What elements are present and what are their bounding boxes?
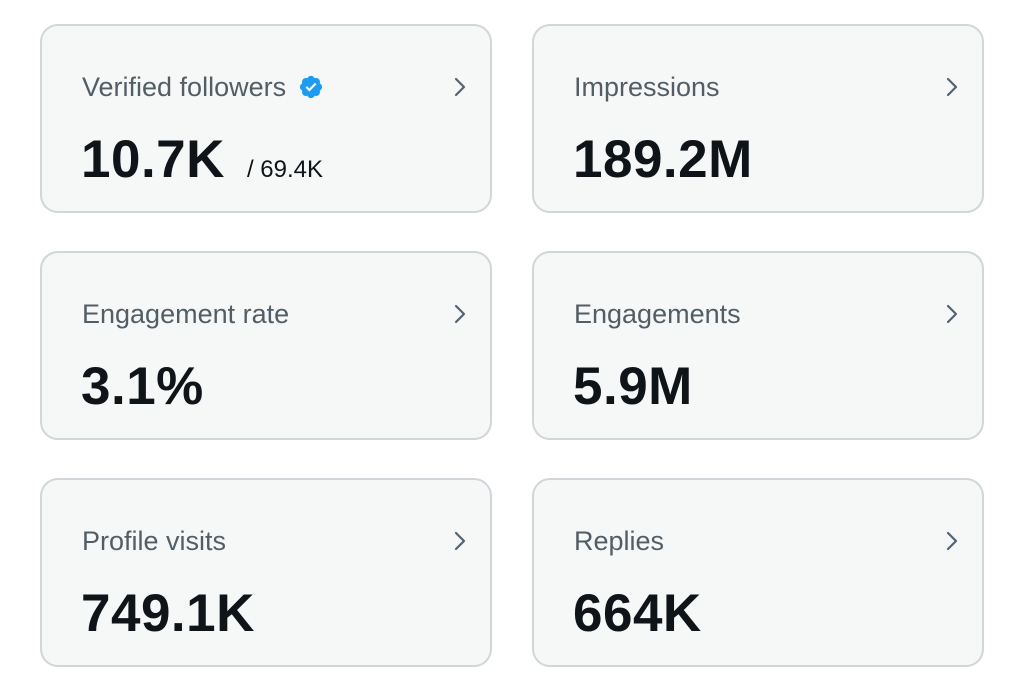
- chevron-right-icon: [454, 77, 466, 97]
- card-value-row: 749.1K: [81, 584, 255, 644]
- card-title: Engagement rate: [82, 297, 289, 331]
- card-impressions[interactable]: Impressions 189.2M: [532, 24, 984, 213]
- card-title: Engagements: [574, 297, 741, 331]
- chevron-right-icon: [454, 531, 466, 551]
- card-value: 3.1%: [81, 357, 204, 416]
- card-title: Impressions: [574, 70, 720, 104]
- card-title-label: Profile visits: [82, 526, 227, 556]
- card-title-label: Verified followers: [82, 72, 287, 102]
- card-title: Replies: [574, 524, 664, 558]
- card-engagement-rate[interactable]: Engagement rate 3.1%: [40, 251, 492, 440]
- card-profile-visits[interactable]: Profile visits 749.1K: [40, 478, 492, 667]
- card-engagements[interactable]: Engagements 5.9M: [532, 251, 984, 440]
- chevron-right-icon: [946, 304, 958, 324]
- card-total-followers: / 69.4K: [246, 156, 323, 183]
- card-title-label: Engagement rate: [82, 299, 290, 329]
- card-value-row: 10.7K / 69.4K: [81, 130, 323, 190]
- card-value-row: 189.2M: [573, 130, 753, 190]
- card-value: 189.2M: [573, 130, 753, 189]
- card-value: 664K: [573, 584, 702, 643]
- card-title: Verified followers: [82, 70, 324, 104]
- card-value: 749.1K: [81, 584, 255, 643]
- verified-badge-icon: [300, 75, 323, 99]
- card-title-label: Impressions: [574, 72, 720, 102]
- chevron-right-icon: [454, 304, 466, 324]
- card-replies[interactable]: Replies 664K: [532, 478, 984, 667]
- card-title-label: Replies: [574, 526, 665, 556]
- card-value: 10.7K: [81, 130, 225, 189]
- chevron-right-icon: [946, 77, 958, 97]
- card-value-row: 664K: [573, 584, 702, 644]
- card-value: 5.9M: [573, 357, 693, 416]
- card-title: Profile visits: [82, 524, 226, 558]
- analytics-cards-grid: Verified followers 10.7K / 69.4K Impress…: [40, 24, 984, 668]
- card-value-row: 3.1%: [81, 357, 204, 417]
- card-verified-followers[interactable]: Verified followers 10.7K / 69.4K: [40, 24, 492, 213]
- card-value-row: 5.9M: [573, 357, 693, 417]
- chevron-right-icon: [946, 531, 958, 551]
- card-title-label: Engagements: [574, 299, 741, 329]
